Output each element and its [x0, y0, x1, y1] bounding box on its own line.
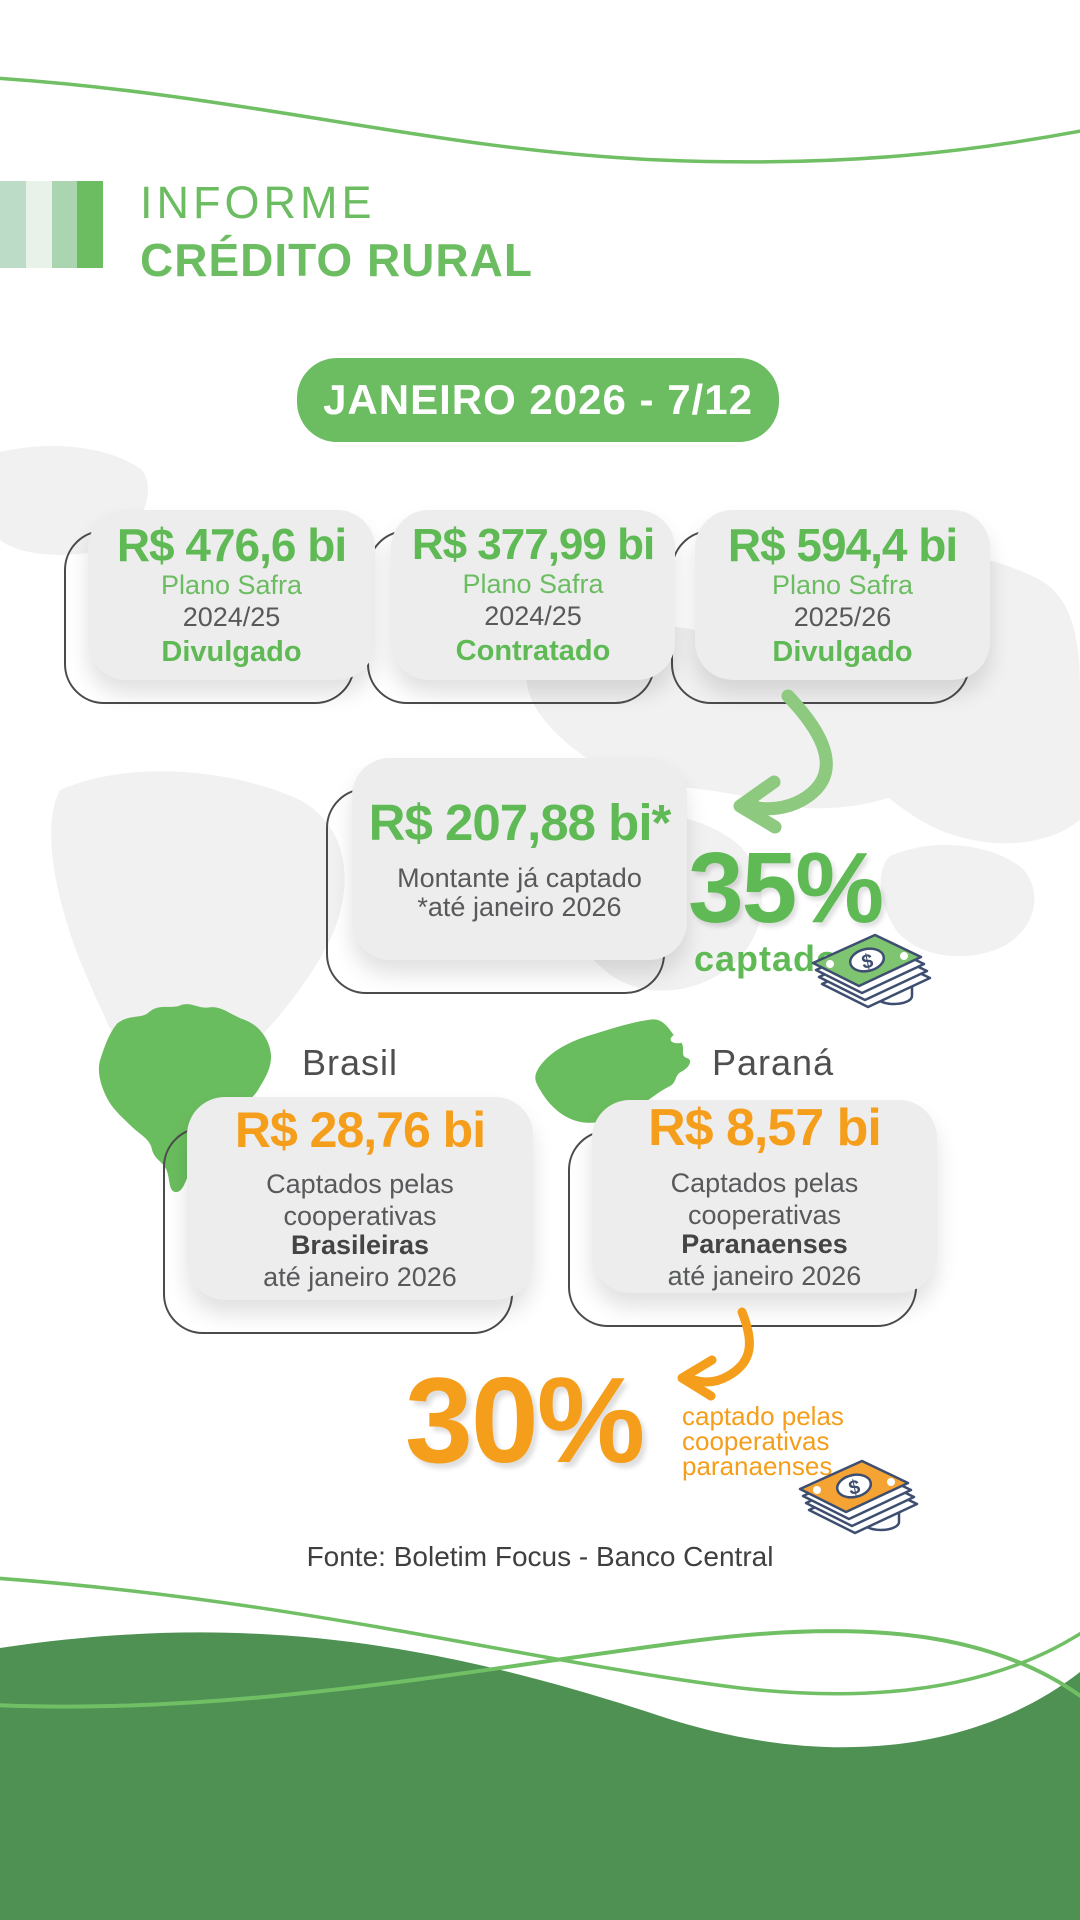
- top-wave-line: [0, 76, 1080, 164]
- card-highlight: Brasileiras: [290, 1230, 430, 1260]
- brand-title: INFORME CRÉDITO RURAL: [140, 180, 533, 283]
- card-note-line1: Montante já captado: [397, 862, 642, 893]
- brand-line1: INFORME: [140, 177, 376, 228]
- card-plan: Plano Safra: [160, 569, 303, 600]
- card-value: R$ 476,6 bi: [116, 518, 347, 571]
- card-value: R$ 377,99 bi: [411, 519, 655, 569]
- money-icon: $: [811, 933, 932, 1009]
- label-line1: captado pelas: [682, 1401, 844, 1431]
- brasil-cooperativas-card: R$ 28,76 bi Captados pelas cooperativas …: [187, 1097, 533, 1300]
- parana-percentage-label: captado pelas cooperativas paranaenses: [682, 1401, 844, 1481]
- bottom-wave-line-2: [0, 1629, 1080, 1709]
- money-icon: $: [798, 1459, 919, 1535]
- card-value: R$ 594,4 bi: [727, 518, 958, 571]
- percentage-value: 35%: [688, 832, 884, 944]
- label-line2: cooperativas: [682, 1426, 830, 1456]
- montante-captado-card: R$ 207,88 bi* Montante já captado *até j…: [352, 758, 687, 960]
- card-line1: Captados pelas: [670, 1168, 859, 1198]
- brand-line2: CRÉDITO RURAL: [140, 234, 533, 286]
- card-plan: Plano Safra: [771, 569, 914, 600]
- curved-arrow-green-icon: [733, 689, 833, 834]
- parana-percentage-value: 30%: [405, 1352, 645, 1488]
- card-highlight: Paranaenses: [681, 1229, 848, 1259]
- region-label-brasil: Brasil: [302, 1042, 399, 1083]
- bottom-wave-line-1: [0, 1576, 1080, 1696]
- card-value: R$ 28,76 bi: [234, 1102, 486, 1158]
- parana-cooperativas-card: R$ 8,57 bi Captados pelas cooperativas P…: [592, 1100, 937, 1293]
- safra-card-2024-25-divulgado: R$ 476,6 bi Plano Safra 2024/25 Divulgad…: [88, 510, 375, 680]
- region-label-parana: Paraná: [712, 1042, 835, 1083]
- svg-text:$: $: [847, 1476, 862, 1500]
- card-season: 2024/25: [182, 601, 281, 632]
- svg-text:$: $: [860, 950, 875, 974]
- label-line3: paranaenses: [682, 1451, 833, 1481]
- safra-card-2024-25-contratado: R$ 377,99 bi Plano Safra 2024/25 Contrat…: [391, 510, 675, 680]
- card-value: R$ 8,57 bi: [648, 1099, 882, 1157]
- date-badge: JANEIRO 2026 - 7/12: [297, 358, 779, 442]
- brand-stripes-icon: [0, 181, 103, 268]
- safra-card-2025-26-divulgado: R$ 594,4 bi Plano Safra 2025/26 Divulgad…: [695, 510, 990, 680]
- card-line3: até janeiro 2026: [667, 1261, 862, 1291]
- card-note-line2: *até janeiro 2026: [417, 891, 622, 922]
- card-season: 2025/26: [793, 601, 892, 632]
- card-line2: cooperativas: [687, 1200, 842, 1230]
- card-value: R$ 207,88 bi*: [368, 793, 672, 851]
- card-season: 2024/25: [484, 600, 582, 631]
- card-status: Divulgado: [772, 635, 913, 668]
- bottom-wave-shape: [0, 1632, 1080, 1920]
- parana-map-icon: [535, 1019, 691, 1123]
- card-line2: cooperativas: [283, 1201, 437, 1231]
- card-status: Contratado: [455, 634, 611, 667]
- card-line1: Captados pelas: [266, 1169, 454, 1199]
- card-line3: até janeiro 2026: [263, 1262, 457, 1292]
- source-text: Fonte: Boletim Focus - Banco Central: [306, 1541, 774, 1572]
- date-badge-label: JANEIRO 2026 - 7/12: [323, 376, 753, 423]
- card-plan: Plano Safra: [462, 568, 604, 599]
- card-status: Divulgado: [161, 635, 302, 668]
